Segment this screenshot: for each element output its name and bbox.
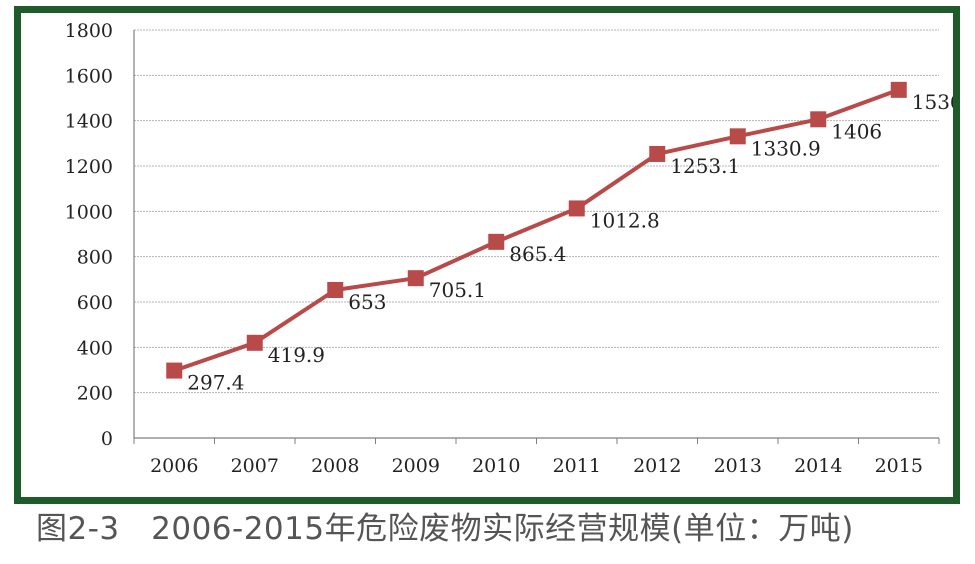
x-tick-label: 2006	[150, 455, 198, 477]
x-tick-label: 2015	[875, 455, 923, 477]
data-labels: 297.4 419.9 653 705.1 865.4 1012.8 1253.1 1330.…	[187, 90, 953, 395]
x-tick-label: 2008	[311, 455, 359, 477]
data-label: 1012.8	[590, 208, 660, 232]
y-tick-label: 1000	[65, 201, 113, 223]
data-point-marker	[649, 145, 666, 162]
y-tick-label: 800	[77, 247, 113, 269]
data-label: 705.1	[429, 278, 486, 302]
series-markers	[166, 81, 907, 379]
data-point-marker	[488, 233, 505, 250]
x-tick-labels: 2006 2007 2008 2009 2010 2011 2012 2013 2014 2015	[150, 455, 923, 477]
y-tick-label: 1600	[65, 65, 113, 87]
data-label: 1330.9	[751, 136, 821, 160]
data-label: 865.4	[509, 242, 566, 266]
series-line	[173, 87, 900, 373]
y-tick-label: 0	[101, 428, 113, 450]
figure-caption: 图2-3 2006-2015年危险废物实际经营规模(单位：万吨)	[36, 511, 854, 547]
data-label: 297.4	[187, 371, 244, 395]
x-tick-label: 2011	[553, 455, 601, 477]
data-point-marker	[407, 270, 424, 287]
y-tick-label: 1400	[65, 111, 113, 133]
axes	[133, 30, 940, 444]
data-label: 1406	[831, 119, 882, 143]
data-label: 653	[348, 290, 386, 314]
data-point-marker	[729, 128, 746, 145]
x-tick-label: 2009	[392, 455, 440, 477]
data-point-marker	[246, 334, 263, 351]
x-tick-label: 2013	[714, 455, 762, 477]
data-point-marker	[568, 200, 585, 217]
data-point-marker	[166, 362, 183, 379]
x-tick-label: 2010	[472, 455, 520, 477]
y-tick-label: 600	[77, 292, 113, 314]
y-tick-labels: 0 200 400 600 800 1000 1200 1400 1600 1800	[65, 20, 113, 450]
chart-frame: 0 200 400 600 800 1000 1200 1400 1600 1800 2006 20…	[14, 6, 960, 504]
series-line-path	[173, 87, 900, 373]
x-tick-label: 2014	[794, 455, 842, 477]
data-point-marker	[890, 81, 907, 98]
data-point-marker	[810, 111, 827, 128]
data-point-marker	[327, 281, 344, 298]
y-tick-label: 200	[77, 383, 113, 405]
y-tick-label: 1200	[65, 156, 113, 178]
x-tick-label: 2012	[633, 455, 681, 477]
data-label: 1536	[912, 90, 953, 114]
data-label: 1253.1	[670, 154, 740, 178]
x-tick-label: 2007	[231, 455, 279, 477]
data-label: 419.9	[268, 343, 325, 367]
y-tick-label: 1800	[65, 20, 113, 42]
y-tick-label: 400	[77, 337, 113, 359]
